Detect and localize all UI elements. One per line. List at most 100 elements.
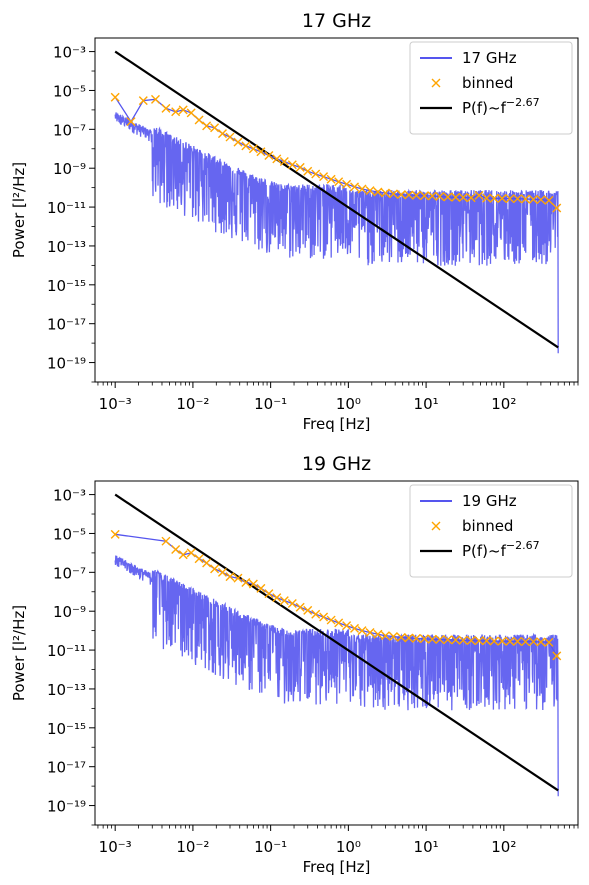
binned-point <box>319 172 329 182</box>
binned-point <box>443 192 453 202</box>
binned-point <box>536 637 546 647</box>
legend-label-text: 19 GHz <box>462 492 517 510</box>
binned-point <box>396 190 406 200</box>
binned-point <box>194 554 204 564</box>
binned-point <box>357 626 367 636</box>
binned-point <box>419 191 429 201</box>
binned-point <box>241 141 251 151</box>
fit-line <box>114 493 559 792</box>
y-tick-label: 10⁻³ <box>53 44 86 62</box>
binned-point <box>334 618 344 628</box>
binned-point <box>513 636 523 646</box>
x-axis-label: Freq [Hz] <box>303 858 371 876</box>
y-tick-label: 10⁻¹⁹ <box>47 355 86 373</box>
binned-point <box>256 147 266 157</box>
legend-label: binned <box>462 517 513 535</box>
legend: 19 GHz binned P(f)~f−2.67 <box>409 484 573 578</box>
binned-point <box>357 184 367 194</box>
chart-panel-2: 19 GHz 10⁻³ 10⁻² 10⁻¹ 10⁰ 10¹ 10² 10⁻³ 10⁻⁵ 10⁻⁷ 1… <box>10 453 579 876</box>
y-tick-label: 10⁻⁹ <box>53 160 86 178</box>
binned-point <box>350 623 360 633</box>
y-axis-label: Power [l²/Hz] <box>10 605 28 701</box>
binned-point <box>458 193 468 203</box>
x-tick-label: 10⁻¹ <box>254 395 287 413</box>
binned-point <box>396 632 406 642</box>
binned-point <box>443 635 453 645</box>
binned-line <box>115 533 558 657</box>
x-tick-label: 10⁻² <box>176 395 209 413</box>
binned-point <box>178 550 188 560</box>
y-tick-label: 10⁻¹³ <box>47 681 86 699</box>
legend-label: binned <box>462 74 513 92</box>
legend-label: P(f)~f−2.67 <box>462 96 540 117</box>
binned-point <box>319 612 329 622</box>
binned-point <box>521 194 530 204</box>
binned-point <box>466 193 476 203</box>
x-tick-label: 10⁻² <box>176 838 209 856</box>
y-tick-label: 10⁻³ <box>53 487 86 505</box>
binned-point <box>528 637 538 647</box>
chart-title: 17 GHz <box>302 10 371 32</box>
binned-point <box>217 567 227 577</box>
binned-point <box>489 636 499 646</box>
x-tick-label: 10² <box>491 838 516 856</box>
x-tick-label: 10⁻¹ <box>254 838 287 856</box>
binned-point <box>161 103 171 113</box>
binned-point <box>295 602 305 612</box>
binned-point <box>505 194 515 204</box>
binned-point <box>497 193 507 203</box>
binned-point <box>233 137 243 147</box>
legend-box <box>409 484 573 578</box>
binned-point <box>272 154 282 164</box>
binned-point <box>326 615 336 625</box>
binned-point <box>217 129 227 139</box>
chart-panel-1: 17 GHz 10⁻³ 10⁻² 10⁻¹ 10⁰ 10¹ 10² 10⁻³ 10⁻⁵ 10⁻⁷ 1… <box>10 10 579 433</box>
legend-label: 17 GHz <box>462 49 517 67</box>
binned-point <box>279 157 289 167</box>
legend-label: P(f)~f−2.67 <box>462 539 540 560</box>
y-tick-label: 10⁻¹⁷ <box>47 316 86 334</box>
legend-swatch-binned <box>431 78 441 88</box>
binned-point <box>388 189 398 199</box>
binned-point <box>210 123 220 133</box>
binned-point <box>326 174 336 184</box>
binned-point <box>380 631 390 641</box>
legend: 17 GHz binned P(f)~f−2.67 <box>409 41 573 135</box>
binned-point <box>536 195 546 205</box>
binned-point <box>171 544 181 554</box>
binned-point <box>544 195 554 205</box>
binned-point <box>489 193 499 203</box>
y-tick-label: 10⁻⁵ <box>53 82 86 100</box>
binned-point <box>552 203 562 213</box>
y-tick-label: 10⁻¹⁷ <box>47 759 86 777</box>
binned-point <box>303 605 313 615</box>
binned-point <box>287 160 297 170</box>
binned-point <box>342 621 352 631</box>
binned-point <box>186 548 196 558</box>
binned-point <box>482 193 492 203</box>
x-tick-label: 10⁻³ <box>99 395 132 413</box>
binned-point <box>435 635 445 644</box>
binned-point <box>194 115 204 125</box>
binned-point <box>241 577 251 587</box>
legend-label-text: P(f)~f <box>462 542 507 560</box>
binned-point <box>342 179 352 189</box>
binned-point <box>466 636 476 646</box>
binned-point <box>161 536 171 546</box>
binned-point <box>435 192 445 201</box>
binned-point <box>388 631 398 641</box>
binned-point <box>350 182 360 192</box>
binned-point <box>544 637 554 647</box>
y-tick-label: 10⁻¹¹ <box>47 199 86 217</box>
y-tick-label: 10⁻¹⁹ <box>47 798 86 816</box>
legend-exponent: −2.67 <box>506 539 540 552</box>
spectrum-line <box>114 555 559 797</box>
binned-point <box>225 572 235 582</box>
binned-point <box>380 188 390 198</box>
x-tick-label: 10¹ <box>414 395 439 413</box>
fit-line <box>114 50 559 349</box>
legend-label-text: P(f)~f <box>462 99 507 117</box>
legend-label-text: binned <box>462 517 513 535</box>
binned-point <box>497 636 507 646</box>
